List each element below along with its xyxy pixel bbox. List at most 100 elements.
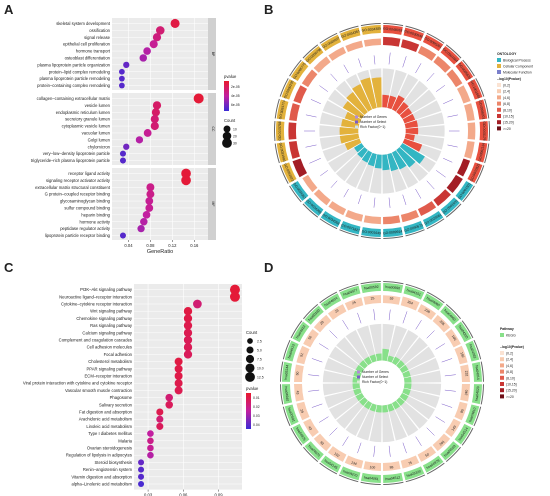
sector-rich-bar	[396, 101, 409, 115]
sector-id-label: hsa04913	[287, 344, 296, 359]
scale-ring	[475, 165, 485, 184]
term-label: Golgi lumen	[88, 137, 111, 142]
sector-rich-bar	[363, 356, 373, 366]
sector-pvalue-bar	[383, 36, 401, 47]
sector-gene-count: 100	[369, 465, 375, 470]
sector-category-arc	[361, 25, 381, 35]
sector-category-arc	[320, 293, 342, 311]
scale-ring	[405, 283, 426, 292]
sector-backdrop	[356, 325, 377, 363]
sector-gene-count: 50	[295, 371, 299, 375]
term-label: Ras signaling pathway	[90, 323, 133, 328]
scale-ring	[279, 78, 289, 97]
scale-ring	[445, 446, 461, 462]
sector-select-stem	[308, 374, 320, 377]
sector-select-stem	[305, 144, 317, 148]
dot	[139, 54, 148, 62]
sector-id-label: GO:0062023	[283, 163, 295, 182]
pvalue-legend-label: (2,4]	[503, 90, 510, 94]
pathway-legend-title: Pathway	[500, 327, 514, 331]
term-label: Steroid biosynthesis	[95, 460, 132, 465]
facet-strip	[208, 168, 216, 240]
sector-rich-bar	[382, 154, 390, 171]
sector-pvalue-bar	[400, 296, 420, 311]
sector-id-label: GO:0001649	[361, 229, 381, 235]
sector-backdrop	[329, 392, 365, 420]
sector-backdrop	[345, 400, 373, 436]
scale-ring	[280, 361, 284, 382]
sector-select-stem	[310, 99, 321, 104]
scale-ring	[360, 23, 381, 27]
sector-rich-bar	[341, 118, 360, 129]
dot	[183, 307, 193, 316]
sector-select-stem	[329, 427, 338, 436]
sector-gene-count: 85	[460, 409, 465, 414]
dot	[174, 357, 183, 366]
sector-rich-bar	[355, 364, 365, 374]
term-label: extracellular matrix structural constitu…	[35, 185, 111, 190]
panel-letter-d: D	[264, 260, 273, 275]
sector-id-label: hsa04310	[458, 325, 469, 340]
sector-category-arc	[339, 285, 361, 300]
sector-backdrop	[402, 388, 440, 409]
sector-id-label: hsa04610	[468, 407, 477, 422]
sector-category-arc	[340, 27, 361, 42]
sector-select-stem	[342, 436, 349, 447]
dot	[140, 218, 148, 226]
sector-category-arc	[440, 305, 460, 325]
dot	[229, 284, 240, 295]
sector-gene-count: 93	[319, 440, 325, 446]
sector-category-arc	[304, 45, 324, 65]
sector-category-arc	[292, 423, 310, 445]
sector-pvalue-bar	[288, 122, 297, 140]
sector-category-arc	[479, 121, 488, 141]
sector-category-arc	[383, 227, 403, 237]
sector-rich-bar	[387, 355, 394, 363]
ring-legend-swatch	[355, 120, 358, 124]
scale-ring	[319, 218, 338, 230]
sector-pvalue-bar	[417, 45, 437, 61]
sector-id-label: hsa04080	[426, 296, 441, 307]
pvalue-legend-swatch	[497, 107, 501, 112]
sector-rich-bar	[403, 383, 412, 390]
sector-category-arc	[360, 472, 381, 483]
sector-category-arc	[471, 361, 482, 382]
sector-backdrop	[356, 403, 377, 441]
tick-label: 0.03	[144, 493, 153, 496]
sector-pvalue-bar	[344, 297, 364, 311]
dot	[183, 335, 193, 345]
pvalue-legend-swatch	[497, 89, 501, 94]
sector-rich-bar	[354, 143, 365, 153]
term-label: secretory granule lumen	[65, 117, 111, 122]
sector-backdrop	[345, 330, 373, 366]
sector-backdrop	[324, 357, 362, 378]
sector-select-stem	[426, 72, 435, 82]
size-legend-dot	[245, 363, 255, 373]
ring-legend-label: Rich Factor(0~1)	[362, 380, 387, 384]
sector-rich-bar	[375, 404, 382, 413]
size-legend-label: 10.0	[257, 366, 264, 370]
sector-rich-bar	[405, 127, 419, 135]
sector-pvalue-bar	[433, 189, 451, 207]
sector-category-arc	[403, 466, 425, 481]
pathway-legend-label: KEGG	[506, 334, 516, 338]
scale-ring	[475, 78, 485, 97]
panel-a-dotplot: BP skeletal system development ossificatio…	[31, 18, 240, 255]
sector-rich-bar	[375, 353, 382, 362]
sector-gene-count: 43	[307, 426, 312, 431]
sector-select-stem	[447, 114, 458, 118]
dot	[156, 415, 164, 423]
pvalue-legend-title: –log10(Pvalue)	[500, 345, 524, 349]
facet-label: CC	[211, 127, 215, 132]
sector-category-arc	[304, 441, 324, 461]
pvalue-legend-title: –log10(Pvalue)	[497, 77, 521, 81]
dot	[174, 372, 183, 380]
sector-pvalue-bar	[301, 69, 318, 88]
scale-ring	[319, 462, 338, 475]
sector-gene-count: 166	[451, 334, 457, 341]
dot	[149, 40, 158, 49]
sector-category-arc	[475, 142, 488, 163]
term-label: Viral protein interaction with cytokine …	[23, 381, 133, 386]
pvalue-legend-label: >=20	[506, 395, 514, 399]
sector-select-stem	[318, 416, 329, 423]
